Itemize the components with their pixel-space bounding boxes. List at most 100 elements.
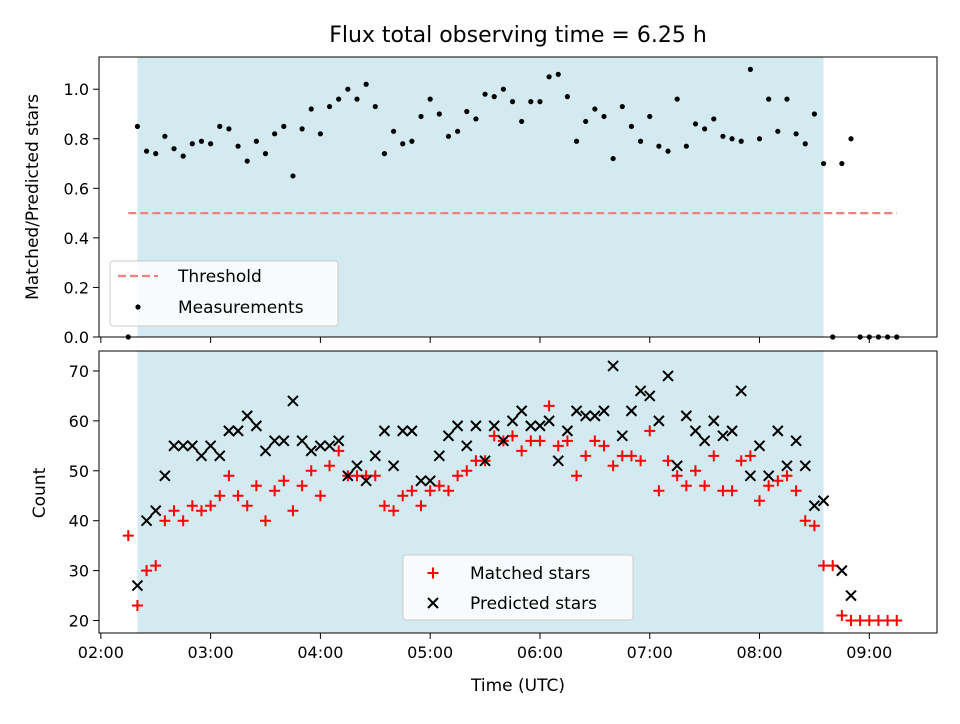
predicted-stars-point <box>424 475 436 487</box>
matched-stars-point <box>195 505 207 517</box>
predicted-stars-point <box>698 435 711 447</box>
matched-stars-point <box>653 485 665 497</box>
chart-title: Flux total observing time = 6.25 h <box>329 23 707 48</box>
measurement-point <box>839 160 845 167</box>
measurement-point <box>491 94 497 100</box>
predicted-stars-point <box>845 589 857 602</box>
measurement-point <box>262 151 269 157</box>
measurement-point <box>811 111 818 117</box>
matched-stars-point <box>543 400 555 412</box>
measurement-point <box>500 86 506 92</box>
matched-stars-point <box>607 460 619 472</box>
predicted-stars-point <box>479 455 491 467</box>
measurement-point <box>455 128 461 134</box>
predicted-stars-point <box>762 470 775 482</box>
matched-stars-point <box>186 500 198 512</box>
predicted-stars-point <box>442 430 455 442</box>
measurement-point <box>363 81 369 87</box>
measurement-point <box>217 123 223 129</box>
measurement-point <box>766 96 772 102</box>
predicted-stars-point <box>598 405 610 417</box>
matched-stars-point <box>223 470 235 482</box>
x-tick-label: 03:00 <box>188 643 234 662</box>
predicted-stars-point <box>186 440 199 452</box>
measurement-point <box>509 99 516 105</box>
predicted-stars-point <box>836 564 848 577</box>
predicted-stars-point <box>150 505 162 517</box>
matched-stars-point <box>507 430 519 442</box>
measurement-point <box>820 160 827 167</box>
measurement-point <box>189 141 195 147</box>
predicted-stars-point <box>387 460 400 472</box>
measurement-point <box>336 96 342 102</box>
predicted-stars-point <box>552 455 564 467</box>
predicted-stars-point <box>168 440 180 452</box>
matched-stars-point <box>150 560 162 572</box>
measurement-point <box>647 113 653 120</box>
matched-stars-point <box>287 505 299 517</box>
matched-stars-point <box>689 465 701 477</box>
matched-stars-point <box>177 515 189 527</box>
measurement-point <box>418 113 424 120</box>
top-legend <box>109 260 339 327</box>
measurement-point <box>601 113 607 120</box>
predicted-stars-point <box>131 579 144 592</box>
measurement-point <box>208 141 214 147</box>
bottom-y-axis-label: Count <box>30 467 50 518</box>
measurement-point <box>702 126 708 132</box>
predicted-stars-point <box>204 440 217 452</box>
bottom-y-tick-label: 30 <box>69 562 89 581</box>
matched-stars-point <box>790 485 802 497</box>
predicted-stars-point <box>369 450 381 462</box>
measurement-point <box>720 133 726 139</box>
measurement-point <box>317 131 323 137</box>
matched-stars-point <box>433 480 445 492</box>
bottom-y-tick-label: 40 <box>69 512 89 531</box>
bottom-axes-frame <box>98 350 938 634</box>
measurement-point <box>436 111 442 117</box>
top-y-tick-label: 1.0 <box>64 80 89 99</box>
matched-stars-point <box>488 430 500 442</box>
x-tick-label: 04:00 <box>297 643 343 662</box>
measurement-point <box>573 138 580 144</box>
predicted-stars-point <box>433 450 446 462</box>
measurement-point <box>272 131 278 137</box>
matched-stars-point <box>168 505 180 517</box>
predicted-stars-point <box>223 425 235 437</box>
measurement-point <box>235 143 241 149</box>
predicted-stars-point <box>570 405 583 417</box>
measurement-point <box>473 116 479 122</box>
matched-stars-point <box>122 530 134 542</box>
predicted-stars-point <box>515 405 528 417</box>
predicted-stars-point <box>753 440 766 452</box>
predicted-stars-point <box>634 385 647 397</box>
predicted-stars-point <box>726 425 738 437</box>
measurement-point <box>427 96 433 102</box>
top-y-tick-label: 0.8 <box>64 130 89 149</box>
predicted-stars-point <box>342 470 354 482</box>
predicted-stars-point <box>561 425 574 437</box>
matched-stars-point <box>305 465 317 477</box>
predicted-stars-point <box>451 420 464 432</box>
matched-stars-point <box>424 485 436 497</box>
measurement-point <box>226 126 232 132</box>
legend-predicted-label: Predicted stars <box>470 594 597 614</box>
measurement-point <box>537 99 543 105</box>
predicted-stars-point <box>378 425 391 437</box>
matched-stars-point <box>571 470 583 482</box>
top-y-tick-label: 0.2 <box>64 278 89 297</box>
predicted-stars-point <box>799 460 811 472</box>
bottom-panel: 20 30 40 50 60 70 02:00 03:00 04:00 05:00 06:00 07:… <box>69 350 938 662</box>
matched-stars-point <box>552 440 564 452</box>
predicted-stars-point <box>159 470 171 482</box>
matched-stars-point <box>891 615 903 627</box>
matched-stars-point <box>708 450 720 462</box>
measurement-point <box>134 123 141 129</box>
legend-threshold-label: Threshold <box>177 267 262 287</box>
matched-stars-point <box>296 480 308 492</box>
measurement-point <box>756 136 763 142</box>
bottom-y-tick-label: 70 <box>69 362 89 381</box>
predicted-stars-point <box>772 425 784 437</box>
measurement-point <box>848 136 854 142</box>
predicted-stars-point <box>332 435 345 447</box>
